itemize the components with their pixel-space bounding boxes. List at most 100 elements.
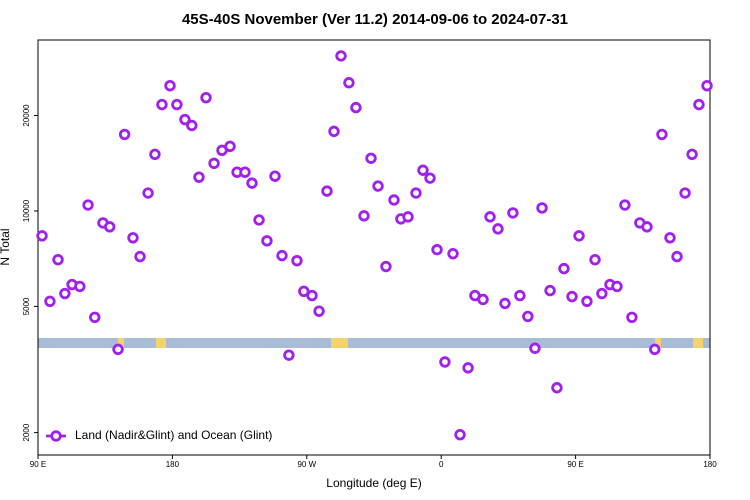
point xyxy=(156,98,168,111)
point xyxy=(208,157,220,170)
point xyxy=(306,289,318,302)
y-tick-label: 2000 xyxy=(22,423,31,441)
point xyxy=(298,285,310,298)
point xyxy=(701,79,713,92)
point xyxy=(424,172,436,184)
point xyxy=(641,221,653,233)
point xyxy=(186,119,198,132)
point xyxy=(44,295,56,307)
ocean-band xyxy=(38,338,710,348)
point xyxy=(239,166,251,178)
plot-frame xyxy=(37,39,711,456)
point xyxy=(462,362,474,374)
point xyxy=(142,187,154,199)
point xyxy=(291,254,303,267)
point xyxy=(439,356,451,368)
point xyxy=(529,342,541,354)
point xyxy=(581,295,593,307)
point xyxy=(36,230,48,242)
point xyxy=(686,148,698,160)
point xyxy=(193,171,205,183)
land-patch xyxy=(331,338,348,348)
point xyxy=(335,50,347,62)
point xyxy=(321,185,333,197)
point xyxy=(589,253,601,266)
point xyxy=(358,210,370,222)
point xyxy=(118,128,131,141)
point xyxy=(127,232,139,244)
point xyxy=(551,382,563,394)
point xyxy=(253,214,265,226)
point xyxy=(514,289,526,302)
point xyxy=(261,235,273,247)
point xyxy=(350,101,362,114)
point xyxy=(619,199,631,211)
point xyxy=(200,91,212,104)
point xyxy=(246,177,258,189)
point xyxy=(611,280,623,293)
point xyxy=(52,253,64,266)
point xyxy=(313,305,325,317)
point xyxy=(492,223,504,235)
x-tick-label: 180 xyxy=(166,460,180,469)
point xyxy=(566,290,578,303)
point xyxy=(522,310,534,323)
point xyxy=(649,343,661,356)
x-tick-label: 90 W xyxy=(297,460,316,469)
point xyxy=(164,79,176,92)
point xyxy=(179,113,191,126)
x-tick-label: 90 E xyxy=(30,460,46,469)
point xyxy=(283,349,295,361)
point xyxy=(417,164,429,176)
land-patch xyxy=(118,338,124,348)
y-tick-label: 5000 xyxy=(22,297,31,315)
x-tick-label: 180 xyxy=(703,460,717,469)
point xyxy=(693,98,705,111)
point xyxy=(410,187,422,199)
y-tick-label: 10000 xyxy=(22,199,31,222)
chart-title: 45S-40S November (Ver 11.2) 2014-09-06 t… xyxy=(182,11,568,28)
point xyxy=(626,311,638,324)
point xyxy=(89,311,101,324)
point xyxy=(276,249,288,262)
point xyxy=(573,230,585,242)
point xyxy=(596,287,608,300)
x-tick-label: 90 E xyxy=(567,460,583,469)
y-axis-label: N Total xyxy=(0,228,12,265)
point xyxy=(59,287,71,300)
point xyxy=(499,297,511,310)
legend-label: Land (Nadir&Glint) and Ocean (Glint) xyxy=(75,428,272,442)
point xyxy=(269,170,281,182)
land-patch xyxy=(156,338,166,348)
point xyxy=(484,211,496,223)
point xyxy=(656,128,668,141)
point xyxy=(447,248,459,260)
point xyxy=(171,98,183,111)
point xyxy=(380,260,392,273)
point xyxy=(536,202,548,214)
land-ocean-strip xyxy=(38,338,710,348)
point xyxy=(671,250,683,263)
x-axis-label: Longitude (deg E) xyxy=(326,476,421,490)
point xyxy=(477,293,489,306)
point xyxy=(112,343,124,356)
point xyxy=(74,280,86,293)
point xyxy=(664,232,676,244)
point xyxy=(343,77,355,89)
point xyxy=(328,125,340,138)
point xyxy=(103,221,116,233)
point xyxy=(388,194,400,206)
point xyxy=(134,250,146,263)
point xyxy=(544,284,556,297)
point xyxy=(431,243,443,256)
point xyxy=(454,428,466,441)
point xyxy=(679,187,691,199)
point xyxy=(558,262,570,275)
legend-marker xyxy=(50,430,62,442)
point xyxy=(402,211,414,223)
x-tick-label: 0 xyxy=(439,460,444,469)
land-patch xyxy=(655,338,661,348)
point xyxy=(82,199,94,211)
land-patch xyxy=(693,338,703,348)
